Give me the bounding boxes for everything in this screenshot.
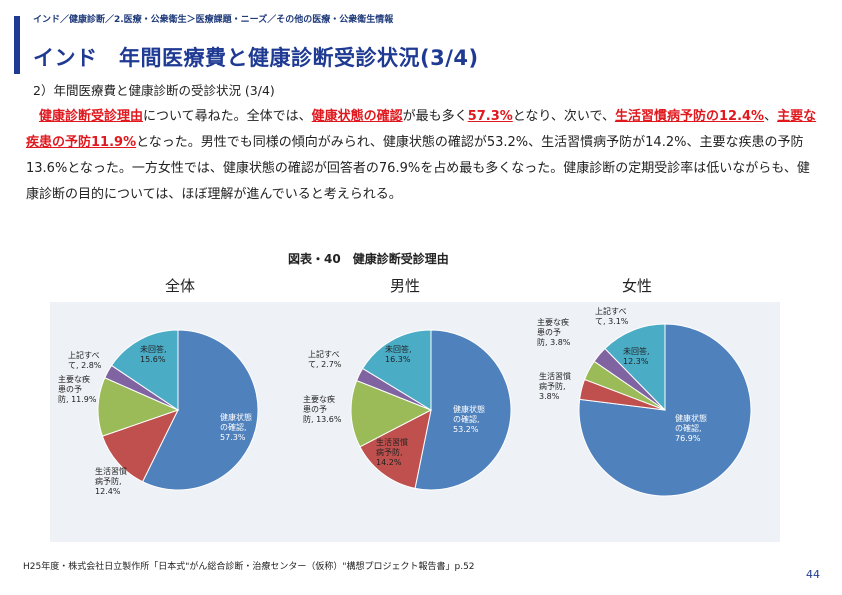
pie-slice-lifestyle-disease — [101, 409, 179, 483]
breadcrumb: インド／健康診断／2.医療・公衆衛生＞医療課題・ニーズ／その他の医療・公衆衛生情… — [33, 15, 394, 25]
page-number: 44 — [806, 568, 820, 581]
pie-data-label: 生活習慣病予防, 14.2% — [376, 437, 408, 467]
body-text-segment: が最も多く — [402, 109, 468, 124]
pie-data-label: 健康状態の確認, 53.2% — [453, 404, 485, 434]
pie-data-label: 生活習慣病予防, 3.8% — [539, 371, 571, 401]
figure-title: 図表・40 健康診断受診理由 — [288, 252, 449, 266]
page-title: インド 年間医療費と健康診断受診状況(3/4) — [33, 46, 479, 70]
pie-data-label: 未回答, 15.6% — [140, 344, 167, 364]
highlight-text: 主要な疾患の予防11.9% — [26, 109, 817, 150]
pie-slice-health-check — [141, 329, 259, 491]
pie-slice-no-answer — [604, 323, 666, 412]
body-text-segment: 、 — [764, 109, 778, 124]
pie-data-label: 上記すべて, 2.7% — [308, 349, 342, 369]
pie-data-label: 上記すべて, 3.1% — [595, 306, 629, 326]
pie-data-label: 生活習慣病予防, 12.4% — [95, 466, 127, 496]
pie-data-label: 主要な疾患の予防, 3.8% — [537, 317, 571, 347]
pie-data-label: 主要な疾患の予防, 13.6% — [303, 394, 342, 424]
source-citation: H25年度・株式会社日立製作所「日本式"がん総合診断・治療センター（仮称）"構想… — [23, 562, 475, 572]
body-text-segment: について尋ねた。全体では、 — [143, 109, 312, 124]
pie-slice-major-disease — [350, 379, 433, 448]
body-paragraph: 健康診断受診理由について尋ねた。全体では、健康状態の確認が最も多く57.3%とな… — [26, 104, 822, 208]
section-subtitle: 2）年間医療費と健康診断の受診状況 (3/4) — [33, 83, 275, 98]
highlight-text: 57.3% — [467, 109, 513, 124]
pie-title: 男性 — [390, 277, 420, 295]
pie-slice-no-answer — [361, 329, 432, 411]
pie-data-label: 主要な疾患の予防, 11.9% — [58, 374, 97, 404]
pie-slice-health-check — [414, 329, 512, 491]
pie-data-label: 未回答, 16.3% — [385, 344, 412, 364]
pie-data-label: 健康状態の確認, 57.3% — [220, 412, 252, 442]
pie-slice-major-disease — [97, 377, 180, 437]
body-text-segment: となり、次いで、 — [512, 109, 615, 124]
highlight-text: 生活習慣病予防の12.4% — [614, 109, 765, 124]
pie-title: 女性 — [622, 277, 652, 295]
pie-slice-lifestyle-disease — [359, 409, 432, 489]
highlight-text: 健康診断受診理由 — [39, 109, 144, 124]
highlight-text: 健康状態の確認 — [311, 109, 403, 124]
pie-title: 全体 — [165, 277, 195, 295]
body-text-segment: となった。男性でも同様の傾向がみられ、健康状態の確認が53.2%、生活習慣病予防… — [26, 135, 810, 202]
pie-data-label: 健康状態の確認, 76.9% — [675, 413, 707, 443]
pie-slice-no-answer — [110, 329, 179, 411]
pie-data-label: 未回答, 12.3% — [623, 346, 650, 366]
pie-data-label: 上記すべて, 2.8% — [68, 350, 102, 370]
title-accent-bar — [14, 16, 20, 74]
